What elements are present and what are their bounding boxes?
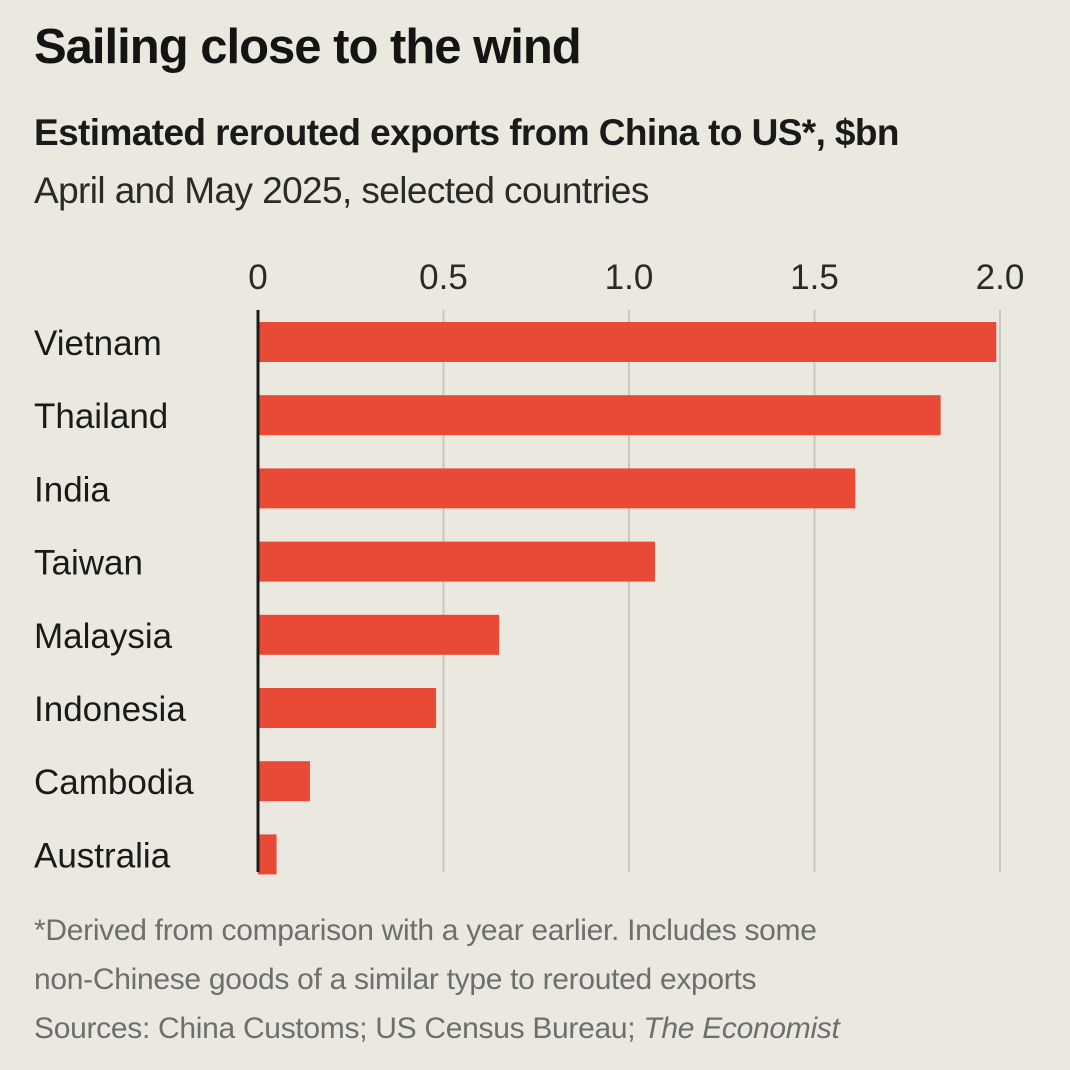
chart-subtitle: Estimated rerouted exports from China to… [34, 112, 900, 153]
x-tick-label: 1.0 [605, 258, 654, 297]
footnote-line-2: non-Chinese goods of a similar type to r… [34, 963, 757, 996]
bar-indonesia [258, 688, 437, 728]
category-label-taiwan: Taiwan [34, 544, 143, 583]
x-axis-ticks: 0 0.5 1.0 1.5 2.0 [248, 258, 1024, 297]
bar-taiwan [258, 541, 655, 582]
x-tick-label: 0.5 [419, 258, 468, 297]
category-label-cambodia: Cambodia [34, 763, 194, 802]
x-tick-label: 2.0 [976, 258, 1025, 297]
bar-australia [258, 834, 277, 875]
category-label-thailand: Thailand [34, 397, 168, 436]
category-label-malaysia: Malaysia [34, 617, 173, 656]
grid-lines [442, 310, 1001, 872]
bar-vietnam [258, 322, 997, 362]
bar-malaysia [258, 614, 500, 655]
category-label-vietnam: Vietnam [34, 324, 162, 363]
bar-india [258, 468, 856, 509]
chart-title: Sailing close to the wind [34, 20, 582, 74]
category-label-india: India [34, 470, 110, 509]
sources-line: Sources: China Customs; US Census Bureau… [34, 1004, 840, 1053]
footnote: *Derived from comparison with a year ear… [34, 906, 840, 1053]
chart-description: April and May 2025, selected countries [34, 170, 649, 211]
sources-publication: The Economist [643, 1012, 840, 1045]
category-labels: Vietnam Thailand India Taiwan Malaysia Indone… [34, 324, 194, 875]
sources-text: Sources: China Customs; US Census Bureau… [34, 1012, 636, 1045]
bar-thailand [258, 395, 941, 436]
x-tick-label: 0 [248, 258, 267, 297]
category-label-australia: Australia [34, 836, 171, 875]
bar-cambodia [258, 761, 310, 802]
bars [258, 322, 997, 875]
bar-chart: 0 0.5 1.0 1.5 2.0 Vietnam Thailand India Taiwan… [34, 258, 1024, 875]
x-tick-label: 1.5 [790, 258, 839, 297]
footnote-line-1: *Derived from comparison with a year ear… [34, 914, 817, 947]
category-label-indonesia: Indonesia [34, 690, 186, 729]
